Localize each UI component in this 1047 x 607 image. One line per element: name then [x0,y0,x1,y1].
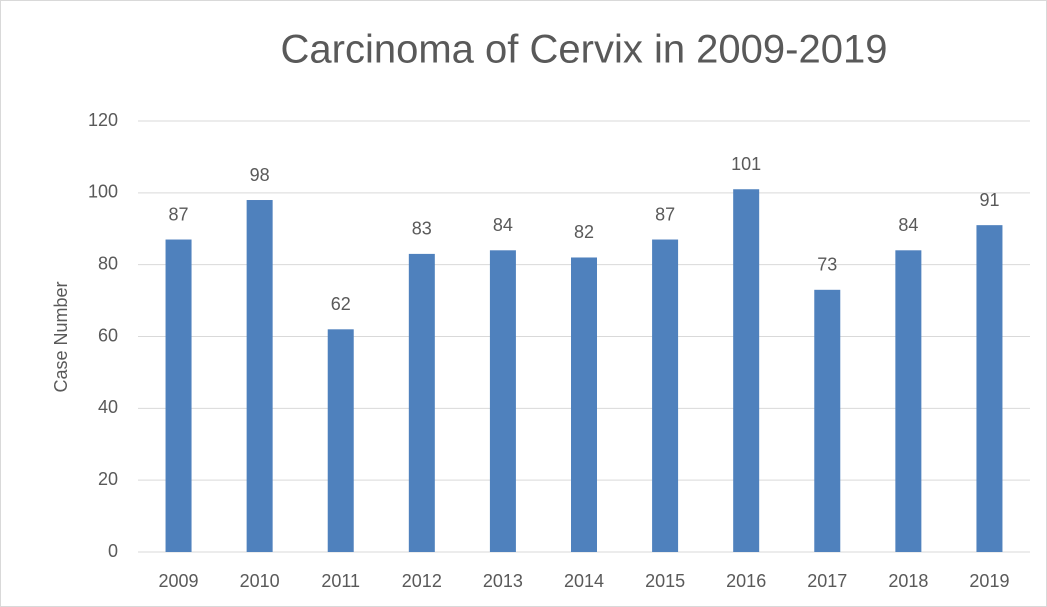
bar [976,225,1003,553]
x-tick-label: 2010 [240,571,280,591]
bar [571,257,597,552]
data-label: 98 [250,165,270,185]
y-tick-label: 80 [98,253,118,273]
x-tick-label: 2013 [483,571,523,591]
y-tick-label: 60 [98,325,118,345]
y-tick-label: 40 [98,397,118,417]
bar [814,289,841,552]
x-tick-label: 2017 [807,571,847,591]
data-label: 101 [731,154,761,174]
bar [489,250,516,553]
y-tick-label: 0 [108,541,118,561]
x-tick-label: 2018 [888,571,928,591]
x-tick-label: 2011 [321,571,360,591]
x-tick-label: 2015 [645,571,685,591]
data-label: 87 [655,204,675,224]
bar [652,239,679,552]
data-label: 62 [331,294,351,314]
data-label: 73 [817,255,837,275]
x-tick-label: 2014 [564,571,604,591]
data-label: 87 [169,204,189,224]
bar [895,250,922,553]
data-label: 84 [493,215,513,235]
bar [246,200,273,552]
x-tick-label: 2012 [402,571,442,591]
bar [408,253,435,552]
y-tick-label: 120 [88,110,118,130]
y-tick-label: 100 [88,182,118,202]
x-tick-label: 2019 [969,571,1009,591]
x-tick-label: 2009 [159,571,199,591]
bar [733,189,760,552]
y-axis-label: Case Number [51,281,71,392]
y-tick-label: 20 [98,469,118,489]
chart-title: Carcinoma of Cervix in 2009-2019 [281,28,888,72]
data-label: 82 [574,222,594,242]
x-tick-label: 2016 [726,571,766,591]
data-label: 84 [898,215,918,235]
data-label: 91 [979,190,999,210]
bar [327,329,354,552]
bar [165,239,192,552]
data-label: 83 [412,219,432,239]
